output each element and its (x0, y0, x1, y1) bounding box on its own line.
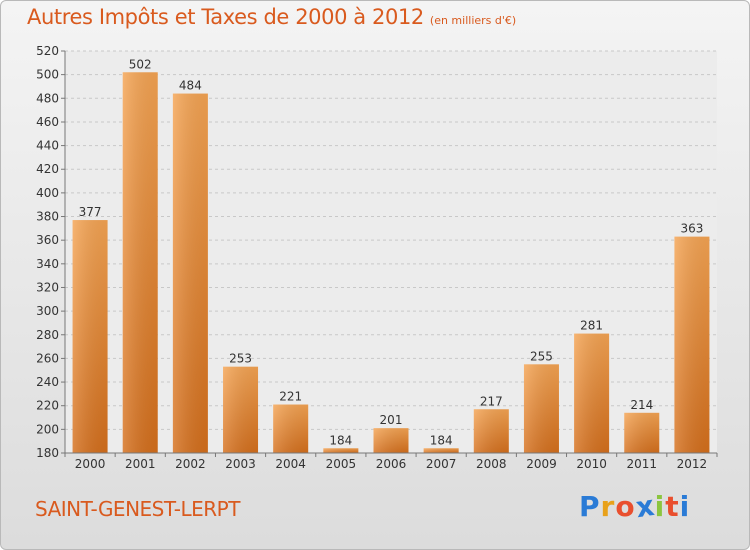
bar-shade-2009 (523, 364, 559, 453)
x-tick-label: 2004 (275, 457, 306, 471)
bar-value-label: 253 (229, 352, 252, 366)
bar-value-label: 184 (430, 433, 453, 447)
x-tick-label: 2011 (626, 457, 657, 471)
y-tick-label: 380 (36, 210, 59, 224)
y-tick-label: 480 (36, 91, 59, 105)
bar-value-label: 217 (480, 394, 503, 408)
bar-shade-2012 (674, 236, 710, 453)
plot-area (65, 51, 717, 453)
y-tick-label: 360 (36, 233, 59, 247)
bar-value-label: 255 (530, 349, 553, 363)
y-tick-label: 260 (36, 351, 59, 365)
chart-subtitle: (en milliers d'€) (429, 14, 517, 27)
bar-shade-2004 (273, 404, 309, 453)
y-tick-label: 240 (36, 375, 59, 389)
y-tick-label: 320 (36, 280, 59, 294)
y-tick-label: 300 (36, 304, 59, 318)
logo-letter: i (679, 490, 691, 523)
y-tick-label: 200 (36, 422, 59, 436)
bar-shade-2006 (373, 428, 409, 453)
chart-title: Autres Impôts et Taxes de 2000 à 2012 (27, 5, 424, 29)
y-tick-label: 460 (36, 115, 59, 129)
axis-layer: 180 200 220 240 260 280 300 320 340 360 380 400 420 4… (36, 44, 718, 471)
x-tick-label: 2001 (125, 457, 156, 471)
x-tick-label: 2009 (526, 457, 557, 471)
bar-shade-2008 (473, 409, 509, 453)
y-tick-label: 340 (36, 257, 59, 271)
logo-letter: P (579, 490, 601, 523)
x-tick-label: 2003 (225, 457, 256, 471)
logo-letter: i (654, 490, 666, 523)
proxiti-logo: Proxiti (579, 488, 691, 525)
y-tick-label: 180 (36, 446, 59, 460)
y-tick-label: 400 (36, 186, 59, 200)
y-tick-label: 440 (36, 139, 59, 153)
bars-layer: 377 502 484 253 221 184 201 184 217 255 281 214 363 (72, 57, 710, 454)
logo-letter: t (665, 490, 680, 523)
bar-shade-2003 (223, 366, 259, 453)
x-tick-label: 2010 (576, 457, 607, 471)
y-tick-label: 500 (36, 68, 59, 82)
bar-shade-2010 (574, 333, 610, 453)
y-tick-label: 420 (36, 162, 59, 176)
y-tick-label: 520 (36, 44, 59, 58)
bar-shade-2002 (172, 93, 208, 454)
bar-shade-2011 (624, 412, 660, 453)
bar-value-label: 201 (380, 413, 403, 427)
y-tick-label: 280 (36, 328, 59, 342)
bar-value-label: 281 (580, 319, 603, 333)
bar-value-label: 484 (179, 79, 202, 93)
x-tick-label: 2007 (426, 457, 457, 471)
x-tick-label: 2008 (476, 457, 507, 471)
bar-shade-2005 (323, 448, 359, 453)
bar-shade-2000 (72, 220, 108, 453)
bar-value-label: 221 (279, 390, 302, 404)
logo-letter: x (633, 488, 657, 525)
bar-value-label: 377 (79, 205, 102, 219)
x-tick-label: 2006 (376, 457, 407, 471)
bar-value-label: 214 (630, 398, 653, 412)
commune-name: SAINT-GENEST-LERPT (35, 497, 240, 521)
title-row: Autres Impôts et Taxes de 2000 à 2012 (en… (27, 5, 516, 29)
x-tick-label: 2000 (75, 457, 106, 471)
bar-value-label: 363 (680, 222, 703, 236)
bar-value-label: 184 (329, 433, 352, 447)
logo-letter: o (615, 490, 636, 523)
x-tick-label: 2012 (677, 457, 708, 471)
x-tick-label: 2002 (175, 457, 206, 471)
y-tick-label: 220 (36, 399, 59, 413)
bar-shade-2001 (122, 72, 158, 454)
logo-letter: r (600, 490, 616, 523)
bar-value-label: 502 (129, 57, 152, 71)
bar-shade-2007 (423, 448, 459, 453)
x-tick-label: 2005 (326, 457, 357, 471)
grid-layer (65, 50, 717, 454)
